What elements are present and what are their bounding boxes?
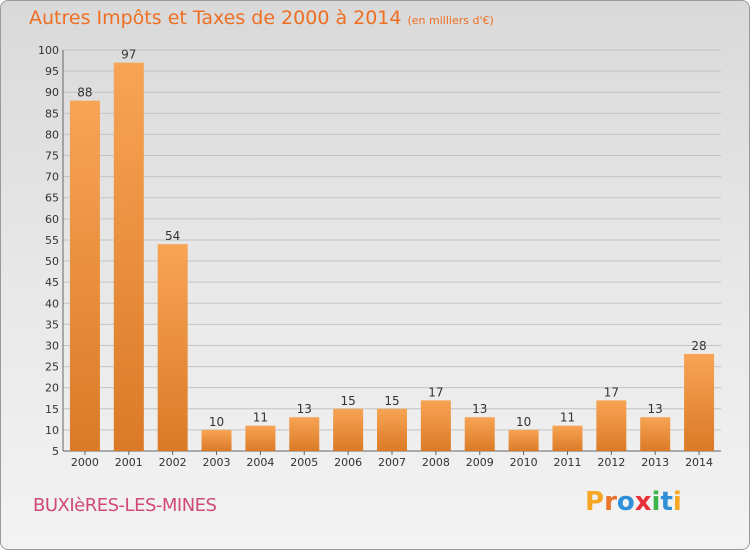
y-tick-label: 80	[45, 128, 59, 141]
data-label: 97	[121, 48, 136, 62]
x-tick-label: 2008	[422, 456, 450, 469]
x-tick-label: 2010	[510, 456, 538, 469]
y-tick-label: 75	[45, 150, 59, 163]
y-tick-label: 55	[45, 234, 59, 247]
data-label: 10	[209, 415, 224, 429]
bar	[552, 425, 583, 451]
bars	[69, 62, 715, 452]
commune-name: BUXIèRES-LES-MINES	[33, 495, 217, 516]
y-tick-label: 45	[45, 276, 59, 289]
bar	[201, 429, 232, 451]
title-main: Autres Impôts et Taxes de 2000 à 2014	[29, 7, 402, 29]
logo-letter: r	[604, 487, 617, 517]
bar	[289, 417, 320, 451]
x-tick-label: 2011	[553, 456, 581, 469]
bar	[333, 408, 364, 451]
x-tick-label: 2003	[203, 456, 231, 469]
y-tick-label: 20	[45, 382, 59, 395]
bar	[157, 244, 188, 451]
bar	[508, 429, 539, 451]
y-tick-label: 100	[38, 44, 59, 57]
data-label: 17	[604, 385, 619, 399]
data-label: 54	[165, 229, 180, 243]
bar	[377, 408, 407, 451]
data-label: 13	[648, 402, 663, 416]
data-label: 28	[691, 339, 706, 353]
data-label: 11	[253, 411, 268, 425]
chart-title: Autres Impôts et Taxes de 2000 à 2014 (en…	[29, 7, 494, 29]
bar	[420, 400, 451, 451]
bar	[245, 425, 276, 451]
y-tick-label: 10	[45, 424, 59, 437]
y-tick-label: 30	[45, 339, 59, 352]
x-tick-label: 2001	[115, 456, 143, 469]
x-tick-label: 2007	[378, 456, 406, 469]
y-tick-label: 40	[45, 297, 59, 310]
logo-letter: i	[672, 487, 682, 517]
logo-letter: x	[634, 487, 652, 517]
data-label: 88	[77, 86, 92, 100]
data-label: 10	[516, 415, 531, 429]
x-tick-label: 2000	[71, 456, 99, 469]
y-tick-label: 70	[45, 171, 59, 184]
bar	[464, 417, 495, 451]
proxiti-logo: Proxiti	[585, 487, 682, 517]
bar	[113, 62, 144, 452]
x-tick-label: 2012	[597, 456, 625, 469]
data-label: 15	[340, 394, 355, 408]
y-tick-label: 15	[45, 403, 59, 416]
data-label: 13	[472, 402, 487, 416]
y-tick-label: 95	[45, 65, 59, 78]
x-tick-label: 2014	[685, 456, 713, 469]
data-label: 13	[297, 402, 312, 416]
y-tick-label: 65	[45, 192, 59, 205]
data-label: 17	[428, 385, 443, 399]
bar	[640, 417, 671, 451]
y-tick-label: 35	[45, 318, 59, 331]
logo-letter: o	[616, 487, 635, 517]
bar	[596, 400, 627, 451]
x-tick-label: 2009	[466, 456, 494, 469]
y-tick-label: 90	[45, 86, 59, 99]
logo-letter: P	[585, 487, 605, 517]
bar	[69, 100, 100, 451]
x-tick-label: 2004	[246, 456, 274, 469]
y-tick-label: 85	[45, 107, 59, 120]
x-tick-label: 2005	[290, 456, 318, 469]
y-tick-label: 60	[45, 213, 59, 226]
y-tick-label: 5	[52, 445, 59, 458]
x-tick-label: 2002	[159, 456, 187, 469]
title-unit: (en milliers d'€)	[407, 14, 494, 27]
data-label: 11	[560, 411, 575, 425]
y-tick-label: 25	[45, 361, 59, 374]
logo-letter: i	[651, 487, 661, 517]
y-tick-label: 50	[45, 255, 59, 268]
labels: 5 10 15 20 25 30 35 40 45 50 55 60 65 70 75 80 85 90 95 100…	[38, 44, 713, 469]
data-label: 15	[384, 394, 399, 408]
x-tick-label: 2013	[641, 456, 669, 469]
logo-letter: t	[660, 487, 673, 517]
bar	[684, 353, 715, 451]
x-tick-label: 2006	[334, 456, 362, 469]
